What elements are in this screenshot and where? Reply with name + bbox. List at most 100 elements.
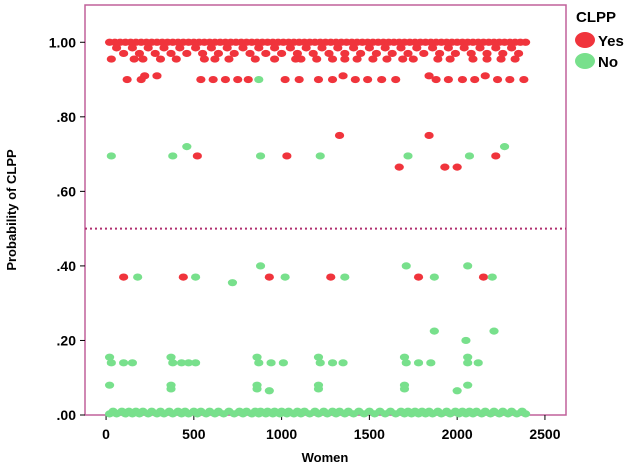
- point-no: [104, 381, 115, 389]
- point-no: [399, 410, 410, 418]
- point-yes: [190, 44, 201, 52]
- point-yes: [326, 273, 336, 281]
- point-yes: [106, 55, 116, 63]
- point-yes: [412, 44, 422, 52]
- point-yes: [264, 273, 274, 281]
- x-tick-label: 1500: [354, 426, 385, 442]
- point-yes: [119, 49, 129, 58]
- x-tick-label: 0: [102, 426, 110, 442]
- x-tick-label: 2500: [529, 426, 560, 442]
- point-no: [106, 359, 116, 367]
- point-yes: [312, 55, 322, 63]
- point-yes: [433, 55, 443, 63]
- point-no: [461, 336, 471, 345]
- point-no: [254, 410, 264, 418]
- point-yes: [243, 75, 253, 84]
- point-no: [255, 152, 266, 160]
- legend-swatch-no: [575, 53, 595, 69]
- point-yes: [208, 75, 218, 84]
- point-no: [436, 410, 446, 418]
- point-no: [331, 410, 341, 418]
- point-yes: [175, 44, 185, 52]
- point-no: [264, 387, 274, 395]
- point-no: [322, 410, 332, 418]
- point-yes: [506, 44, 517, 52]
- point-no: [255, 262, 266, 270]
- point-yes: [424, 72, 434, 80]
- point-no: [182, 143, 192, 151]
- point-no: [413, 410, 424, 418]
- point-no: [119, 359, 129, 367]
- point-yes: [521, 38, 531, 46]
- point-yes: [440, 163, 450, 171]
- point-no: [340, 273, 350, 281]
- x-axis: 0 500 1000 1500 2000 2500: [102, 415, 561, 442]
- point-no: [104, 353, 115, 361]
- point-no: [463, 381, 473, 389]
- point-no: [282, 410, 292, 418]
- point-no: [280, 273, 290, 281]
- point-yes: [155, 55, 166, 63]
- point-no: [380, 410, 390, 418]
- point-yes: [129, 55, 139, 63]
- point-no: [512, 410, 522, 418]
- point-yes: [206, 44, 216, 52]
- point-no: [463, 262, 473, 270]
- point-no: [106, 152, 116, 160]
- point-no: [127, 410, 137, 418]
- point-no: [370, 410, 380, 418]
- point-yes: [294, 75, 304, 84]
- point-yes: [182, 49, 192, 58]
- point-yes: [371, 49, 382, 58]
- point-yes: [122, 75, 132, 84]
- point-yes: [254, 44, 264, 52]
- point-yes: [514, 49, 524, 58]
- point-yes: [445, 55, 455, 63]
- point-yes: [450, 49, 461, 58]
- point-yes: [282, 152, 292, 160]
- point-no: [464, 152, 475, 160]
- point-yes: [136, 75, 146, 84]
- point-no: [238, 410, 248, 418]
- y-tick-label: .20: [57, 332, 77, 348]
- point-no: [176, 359, 187, 367]
- point-no: [268, 410, 278, 418]
- point-yes: [327, 75, 338, 84]
- point-yes: [152, 72, 162, 80]
- point-yes: [340, 55, 350, 63]
- point-no: [166, 385, 176, 393]
- point-no: [463, 353, 473, 361]
- point-yes: [313, 75, 324, 84]
- point-yes: [380, 44, 390, 52]
- point-no: [227, 279, 238, 287]
- plot-area: [84, 4, 567, 416]
- point-no: [266, 359, 276, 367]
- point-yes: [210, 55, 220, 63]
- point-yes: [338, 72, 348, 80]
- point-no: [477, 410, 487, 418]
- point-yes: [396, 44, 406, 52]
- point-no: [166, 353, 176, 361]
- x-tick-label: 2000: [442, 426, 473, 442]
- point-yes: [220, 75, 231, 84]
- point-no: [406, 410, 417, 418]
- point-yes: [424, 131, 434, 140]
- point-yes: [348, 44, 359, 52]
- point-yes: [269, 55, 280, 63]
- legend-title: CLPP: [576, 9, 616, 26]
- point-yes: [324, 49, 334, 58]
- data-points: [104, 38, 531, 418]
- point-yes: [403, 49, 413, 58]
- point-yes: [134, 49, 145, 58]
- point-no: [254, 75, 264, 84]
- point-yes: [333, 44, 343, 52]
- point-yes: [285, 44, 295, 52]
- y-axis-title: Probability of CLPP: [4, 149, 19, 271]
- point-no: [190, 359, 201, 367]
- point-yes: [119, 273, 129, 281]
- point-yes: [352, 55, 362, 63]
- point-yes: [245, 49, 255, 58]
- point-no: [473, 359, 483, 367]
- point-yes: [431, 75, 441, 84]
